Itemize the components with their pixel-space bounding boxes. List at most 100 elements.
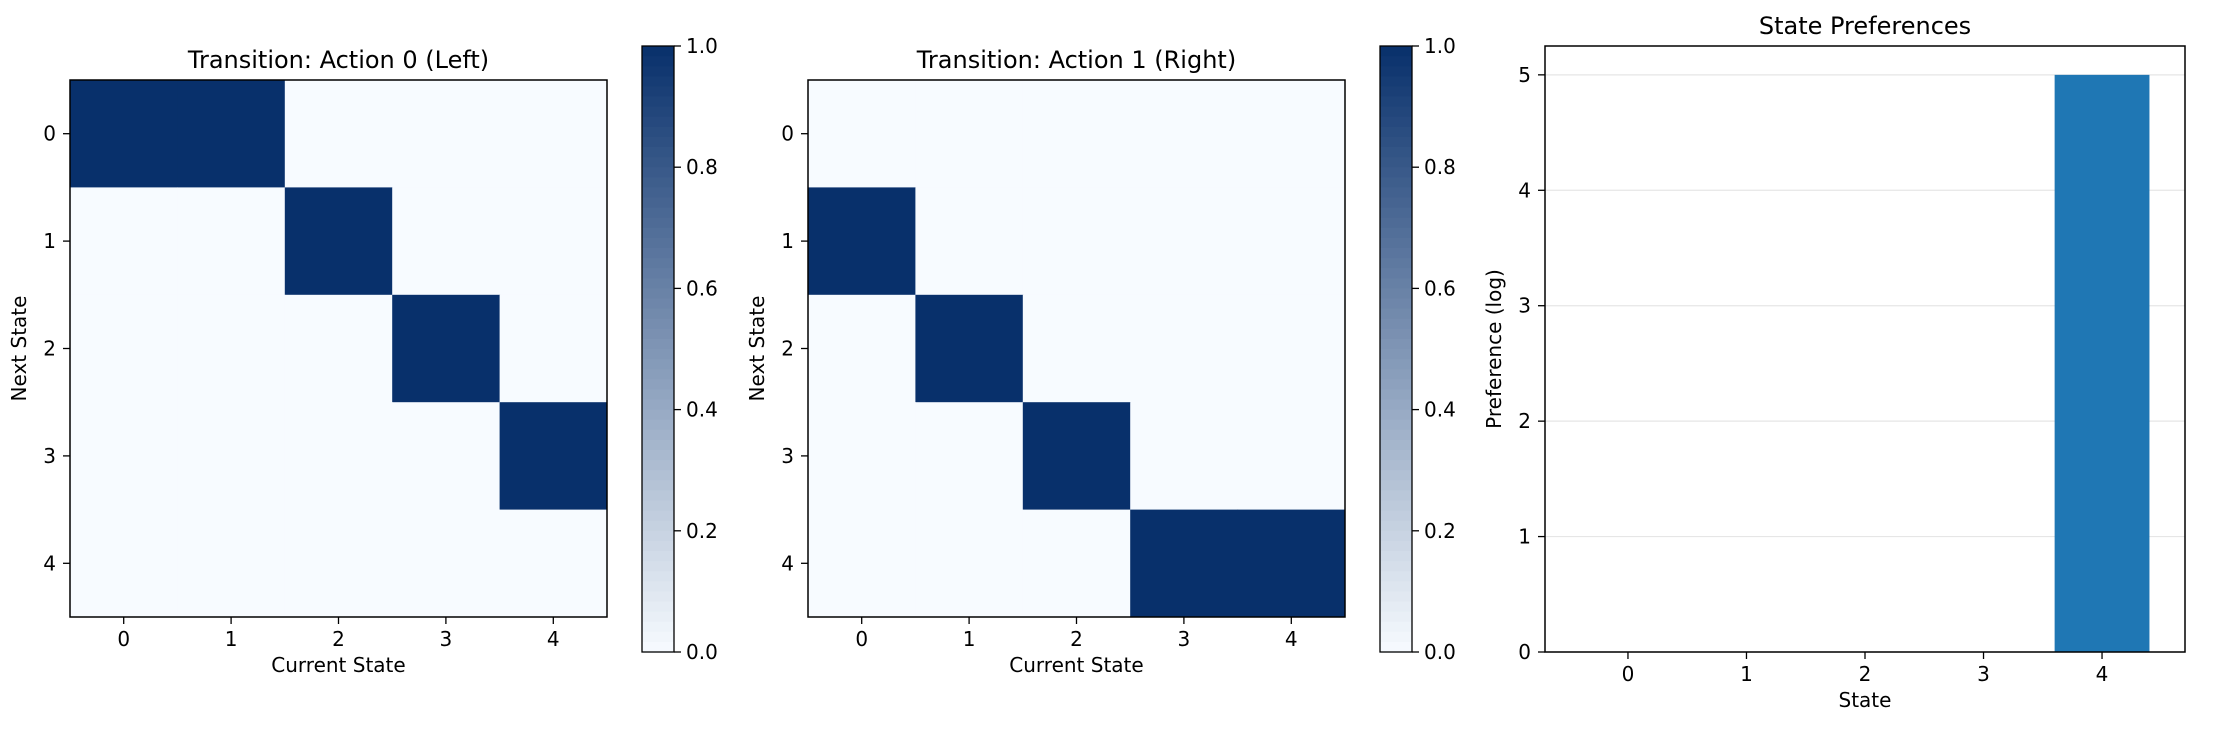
- x-axis-label: Current State: [1009, 653, 1143, 677]
- x-tick-label: 2: [332, 627, 345, 651]
- heatmap-cell: [392, 509, 501, 618]
- heatmap-cell: [499, 509, 608, 618]
- heatmap-cell: [1022, 187, 1131, 296]
- y-axis-label: Next State: [745, 296, 769, 402]
- colorbar-segment: [642, 248, 674, 259]
- colorbar-segment: [642, 157, 674, 168]
- colorbar-segment: [642, 177, 674, 188]
- colorbar-segment: [642, 237, 674, 249]
- y-tick-label: 0: [43, 122, 56, 146]
- colorbar-segment: [1380, 278, 1412, 289]
- colorbar-segment: [642, 56, 674, 67]
- colorbar-segment: [1380, 631, 1412, 643]
- heatmap-cell: [808, 80, 916, 188]
- x-tick-label: 3: [1977, 662, 1990, 686]
- colorbar-segment: [642, 338, 674, 350]
- colorbar-segment: [1380, 601, 1412, 613]
- colorbar-segment: [1380, 338, 1412, 350]
- heatmap-cell: [915, 294, 1024, 403]
- colorbar-segment: [1380, 611, 1412, 623]
- colorbar-segment: [1380, 237, 1412, 249]
- chart-title: Transition: Action 0 (Left): [187, 46, 489, 74]
- x-tick-label: 4: [2096, 662, 2109, 686]
- heatmap-cell: [1022, 509, 1131, 618]
- heatmap-cell: [177, 402, 286, 511]
- colorbar-segment: [1380, 530, 1412, 542]
- colorbar-tick-label: 0.2: [686, 519, 718, 543]
- colorbar-segment: [642, 439, 674, 451]
- y-tick-label: 4: [43, 551, 56, 575]
- colorbar-segment: [1380, 621, 1412, 633]
- colorbar-segment: [1380, 429, 1412, 441]
- colorbar-segment: [1380, 500, 1412, 512]
- colorbar-tick-label: 0.0: [686, 640, 718, 664]
- y-tick-label: 2: [1518, 409, 1531, 433]
- colorbar-segment: [642, 66, 674, 77]
- heatmap-cell: [392, 294, 501, 403]
- colorbar-segment: [1380, 571, 1412, 582]
- y-tick-label: 2: [781, 337, 794, 361]
- colorbar-segment: [642, 258, 674, 269]
- colorbar-segment: [1380, 641, 1412, 653]
- colorbar-segment: [1380, 450, 1412, 461]
- colorbar-segment: [642, 591, 674, 603]
- colorbar-segment: [642, 520, 674, 532]
- colorbar-segment: [1380, 96, 1412, 108]
- colorbar-segment: [642, 46, 674, 57]
- heatmap-cell: [1022, 294, 1131, 403]
- colorbar-segment: [642, 96, 674, 108]
- colorbar-segment: [642, 318, 674, 330]
- heatmap-cell: [284, 509, 393, 618]
- colorbar-segment: [642, 227, 674, 239]
- heatmap-cell: [392, 402, 501, 511]
- colorbar-segment: [1380, 551, 1412, 562]
- colorbar-segment: [1380, 227, 1412, 239]
- heatmap-cell: [70, 187, 178, 296]
- colorbar-segment: [1380, 258, 1412, 269]
- colorbar-segment: [1380, 581, 1412, 592]
- heatmap-cell: [392, 80, 501, 188]
- heatmap-cell: [808, 294, 916, 403]
- colorbar-segment: [642, 167, 674, 178]
- y-axis-label: Next State: [7, 296, 31, 402]
- x-tick-label: 1: [1740, 662, 1753, 686]
- colorbar-segment: [642, 641, 674, 653]
- x-tick-label: 1: [225, 627, 238, 651]
- heatmap-cell: [177, 187, 286, 296]
- colorbar-segment: [642, 288, 674, 300]
- colorbar-segment: [1380, 409, 1412, 421]
- heatmap-cell: [808, 509, 916, 618]
- heatmap-cell: [499, 294, 608, 403]
- colorbar-tick-label: 1.0: [686, 34, 718, 58]
- colorbar-segment: [642, 530, 674, 542]
- colorbar-segment: [1380, 268, 1412, 279]
- heatmap-cell: [1130, 187, 1239, 296]
- y-tick-label: 4: [781, 551, 794, 575]
- colorbar-tick-label: 0.0: [1424, 640, 1456, 664]
- y-tick-label: 1: [781, 229, 794, 253]
- y-axis-label: Preference (log): [1482, 269, 1506, 429]
- colorbar-tick-label: 0.4: [1424, 398, 1456, 422]
- y-tick-label: 1: [1518, 525, 1531, 549]
- colorbar-segment: [1380, 510, 1412, 522]
- colorbar-segment: [1380, 147, 1412, 158]
- heatmap-cell: [70, 294, 178, 403]
- colorbar-segment: [1380, 56, 1412, 67]
- x-tick-label: 1: [963, 627, 976, 651]
- x-tick-label: 0: [1622, 662, 1635, 686]
- colorbar-segment: [642, 207, 674, 219]
- y-tick-label: 3: [781, 444, 794, 468]
- colorbar-segment: [1380, 298, 1412, 310]
- colorbar-segment: [1380, 167, 1412, 178]
- heatmap-cell: [284, 402, 393, 511]
- colorbar-segment: [1380, 318, 1412, 330]
- colorbar-segment: [1380, 187, 1412, 199]
- colorbar-segment: [1380, 248, 1412, 259]
- heatmap-cell: [1130, 402, 1239, 511]
- heatmap-cell: [177, 80, 286, 188]
- colorbar-segment: [642, 500, 674, 512]
- colorbar-segment: [642, 510, 674, 522]
- colorbar-frame: [1379, 45, 1413, 653]
- heatmap-cell: [1130, 80, 1239, 188]
